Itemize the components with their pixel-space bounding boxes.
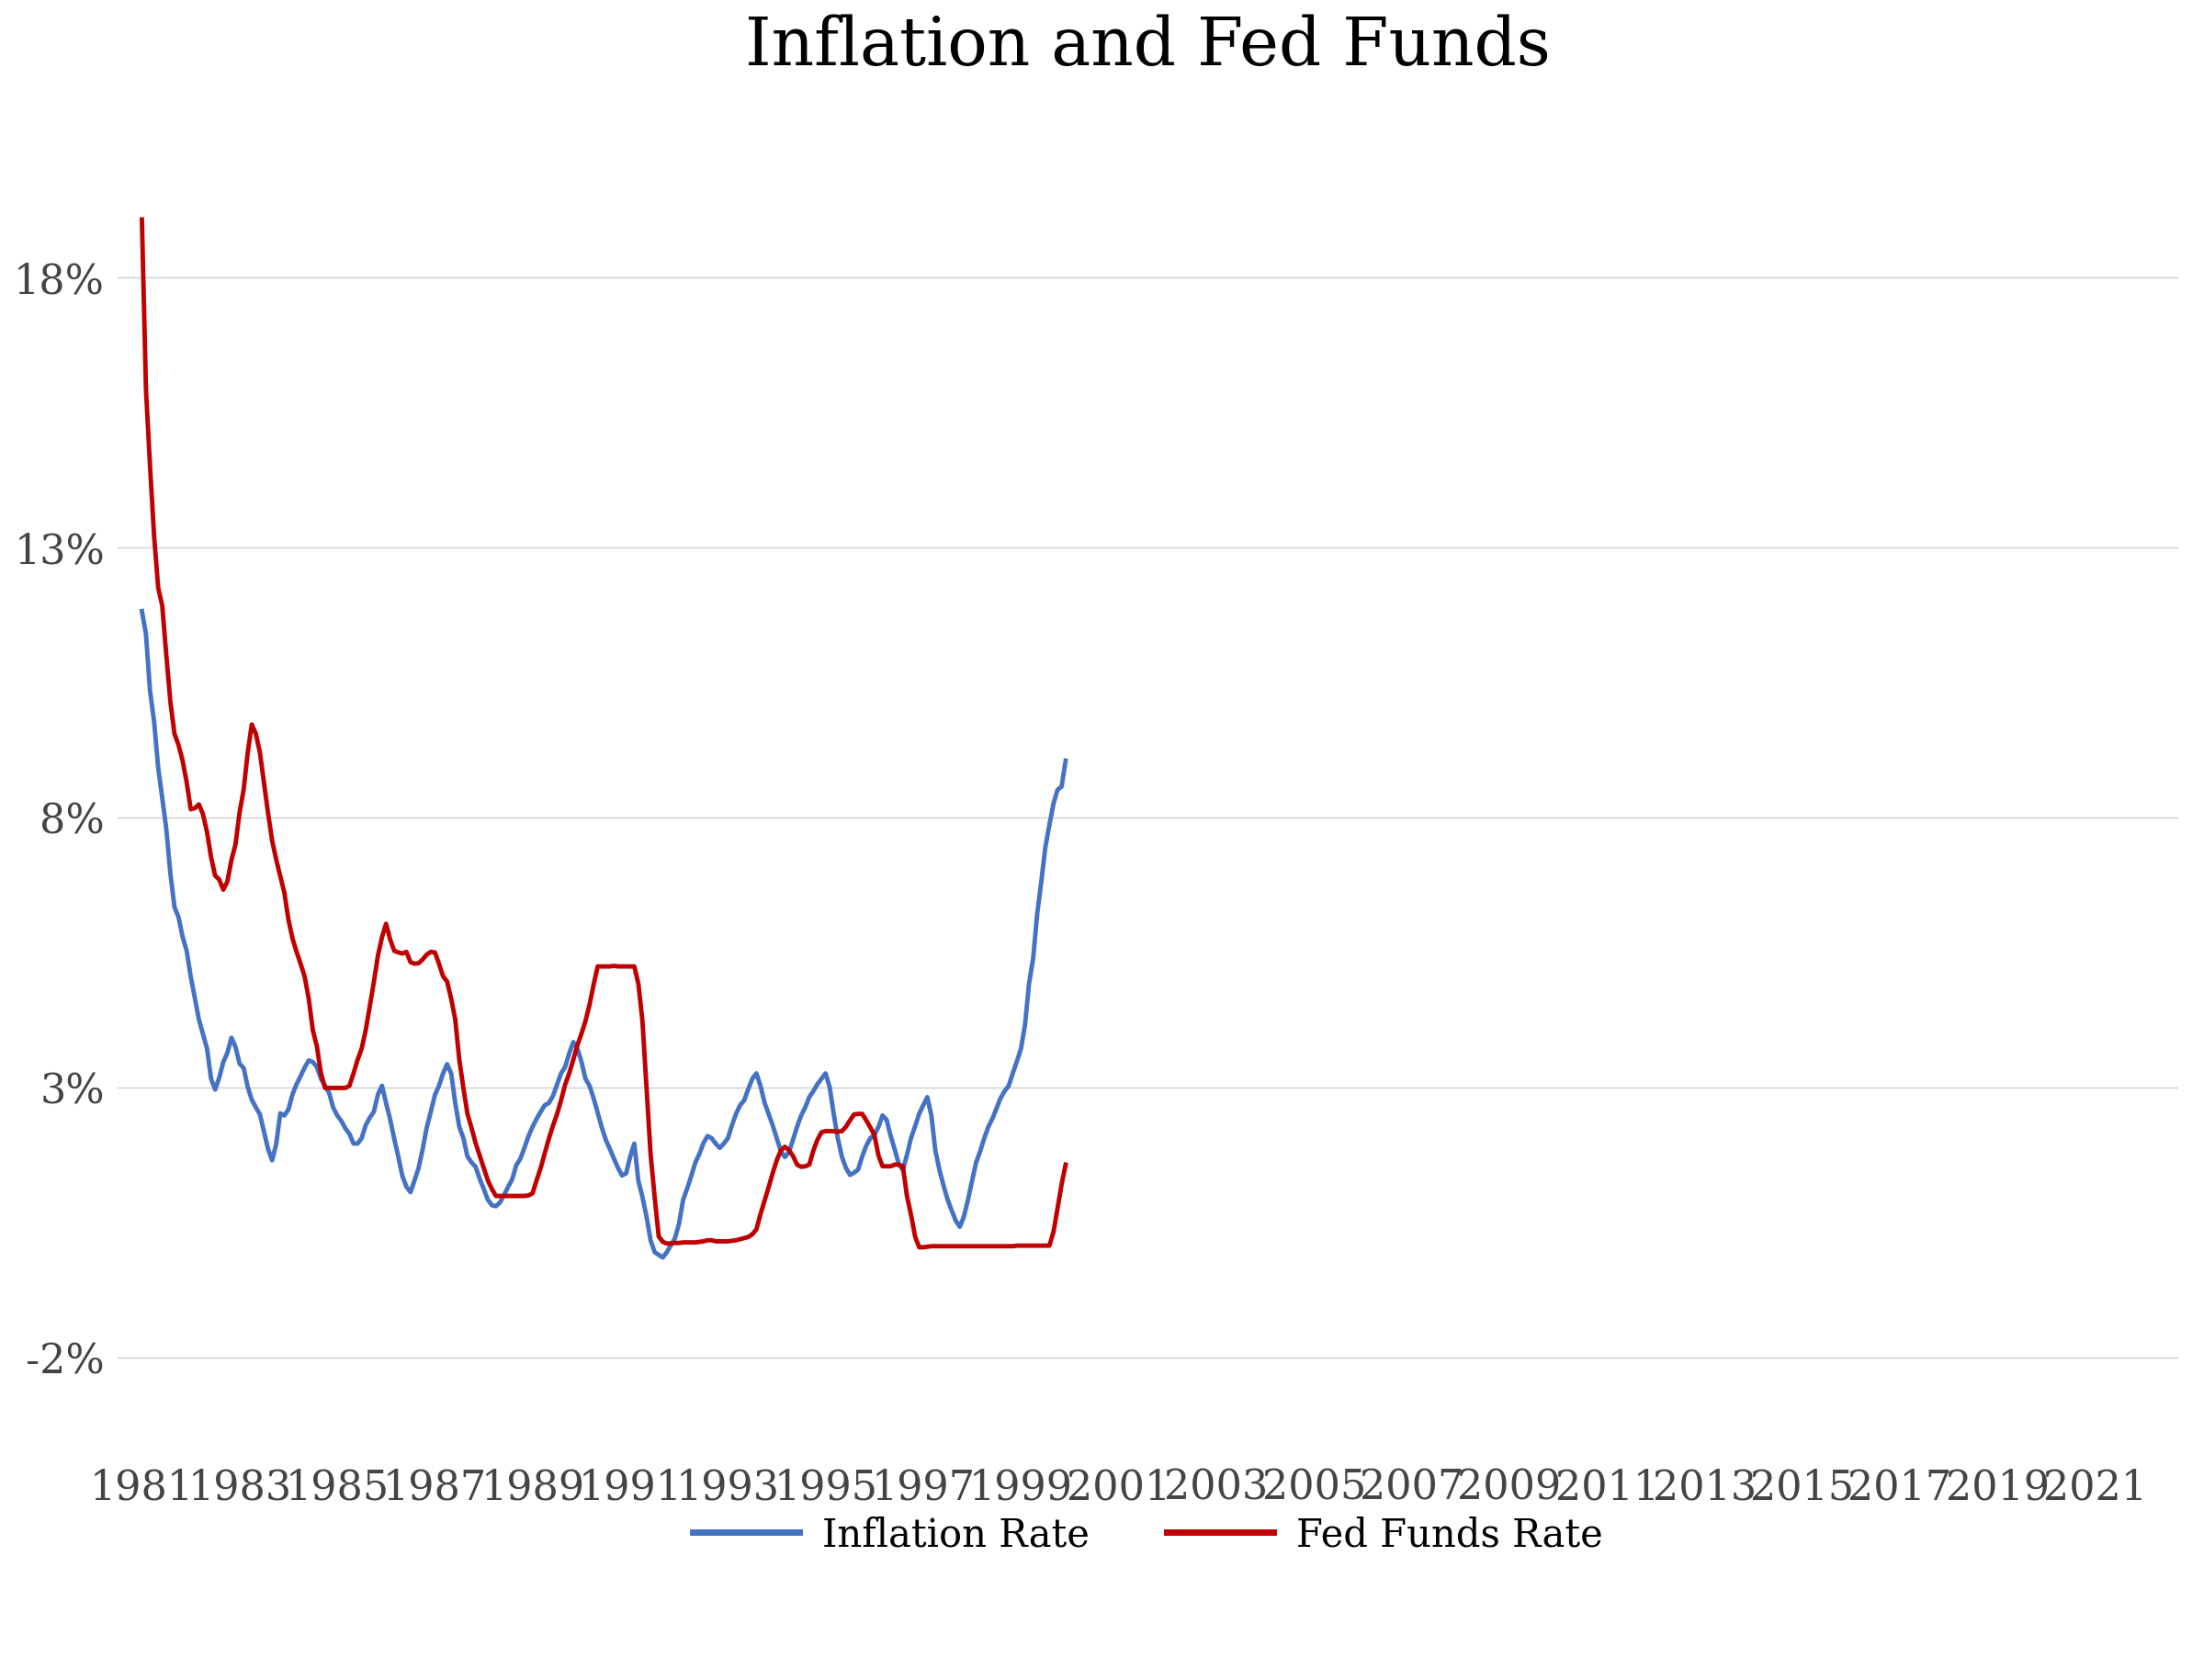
Fed Funds Rate	[364, 946, 390, 966]
Inflation Rate	[364, 1084, 390, 1104]
Inflation Rate	[861, 1126, 888, 1146]
Inflation Rate	[649, 1248, 675, 1268]
Inflation Rate	[923, 1141, 949, 1161]
Fed Funds Rate	[905, 1236, 932, 1257]
Inflation Rate	[730, 1090, 756, 1110]
Fed Funds Rate	[923, 1236, 949, 1257]
Fed Funds Rate	[857, 1117, 883, 1137]
Inflation Rate	[820, 1104, 846, 1124]
Inflation Rate	[362, 1102, 388, 1122]
Title: Inflation and Fed Funds: Inflation and Fed Funds	[745, 13, 1550, 79]
Inflation Rate	[1052, 751, 1078, 771]
Fed Funds Rate	[815, 1121, 842, 1141]
Fed Funds Rate	[362, 973, 388, 993]
Inflation Rate	[129, 601, 156, 622]
Fed Funds Rate	[129, 210, 156, 230]
Fed Funds Rate	[1052, 1154, 1078, 1174]
Legend: Inflation Rate, Fed Funds Rate: Inflation Rate, Fed Funds Rate	[677, 1500, 1618, 1571]
Line: Fed Funds Rate: Fed Funds Rate	[142, 220, 1065, 1247]
Fed Funds Rate	[728, 1230, 754, 1250]
Line: Inflation Rate: Inflation Rate	[142, 612, 1065, 1258]
